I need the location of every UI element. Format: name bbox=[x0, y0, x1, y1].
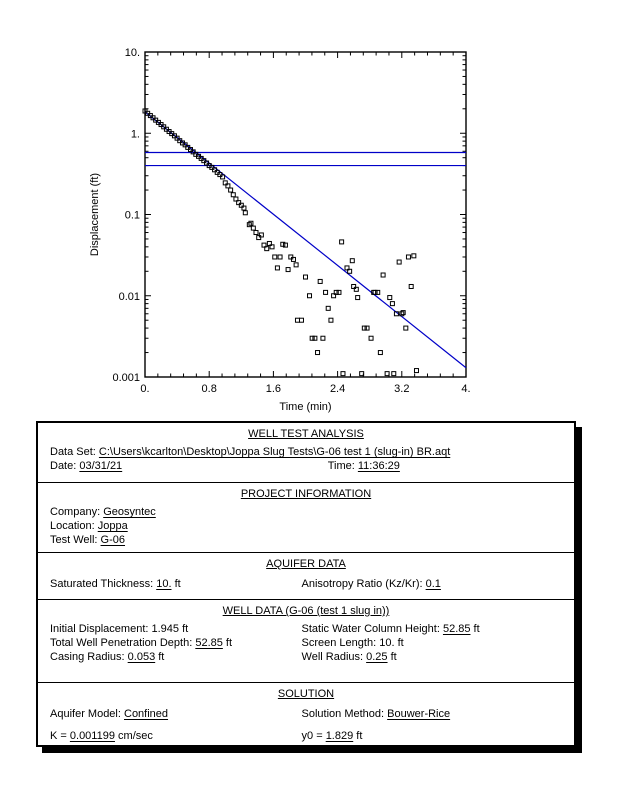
section-title: AQUIFER DATA bbox=[266, 558, 346, 570]
saturated-thickness-value: 10. bbox=[156, 578, 172, 590]
well-radius-unit: ft bbox=[390, 651, 397, 663]
data-set-value: C:\Users\kcarlton\Desktop\Joppa Slug Tes… bbox=[98, 446, 451, 458]
date-time-row: Date: 03/31/21 Time: 11:36:29 bbox=[50, 459, 574, 473]
penetration-depth-value: 52.85 bbox=[195, 637, 223, 649]
test-well-line: Test Well: G-06 bbox=[50, 533, 566, 547]
data-set-line: Data Set: C:\Users\kcarlton\Desktop\Jopp… bbox=[50, 445, 566, 459]
y0-label: y0 = bbox=[301, 730, 323, 742]
svg-text:3.2: 3.2 bbox=[394, 383, 409, 395]
initial-displacement-unit: ft bbox=[182, 623, 189, 635]
section-title: WELL DATA (G-06 (test 1 slug in)) bbox=[222, 605, 390, 617]
penetration-depth-label: Total Well Penetration Depth: bbox=[50, 637, 193, 649]
svg-text:10.: 10. bbox=[125, 47, 140, 59]
solution-method-value: Bouwer-Rice bbox=[387, 708, 451, 720]
time-value: 11:36:29 bbox=[357, 460, 400, 472]
svg-text:0.: 0. bbox=[140, 383, 149, 395]
svg-text:4.: 4. bbox=[461, 383, 470, 395]
aquifer-row: Saturated Thickness: 10. ft Anisotropy R… bbox=[50, 577, 574, 591]
screen-length-item: Screen Length: 10. ft bbox=[302, 636, 404, 650]
solution-row-1: Aquifer Model: Confined Solution Method:… bbox=[50, 707, 574, 721]
location-line: Location: Joppa bbox=[50, 519, 566, 533]
well-radius-label: Well Radius: bbox=[301, 651, 364, 663]
well-data-row-1: Initial Displacement: 1.945 ft Static Wa… bbox=[50, 622, 574, 636]
y0-value: 1.829 bbox=[325, 730, 354, 742]
anisotropy-value: 0.1 bbox=[425, 578, 441, 590]
screen-length-label: Screen Length: bbox=[301, 637, 377, 649]
aquifer-model-value: Confined bbox=[124, 708, 169, 720]
location-label: Location: bbox=[50, 520, 95, 532]
date-label: Date: bbox=[50, 460, 77, 472]
saturated-thickness-label: Saturated Thickness: bbox=[50, 578, 154, 590]
company-line: Company: Geosyntec bbox=[50, 505, 566, 519]
static-water-label: Static Water Column Height: bbox=[301, 623, 440, 635]
anisotropy-item: Anisotropy Ratio (Kz/Kr): 0.1 bbox=[302, 577, 441, 591]
section-well-test-analysis: WELL TEST ANALYSIS Data Set: C:\Users\kc… bbox=[38, 423, 574, 482]
displacement-time-chart: 0. 0.8 1.6 2.4 3.2 4. 10. 1. 0.1 0.01 0.001 Time (m… bbox=[89, 47, 471, 413]
static-water-unit: ft bbox=[473, 623, 480, 635]
svg-text:0.8: 0.8 bbox=[202, 383, 217, 395]
section-well-data: WELL DATA (G-06 (test 1 slug in)) Initia… bbox=[38, 599, 574, 682]
solution-row-2: K = 0.001199 cm/sec y0 = 1.829 ft bbox=[50, 729, 574, 743]
section-title: SOLUTION bbox=[277, 688, 335, 700]
y0-unit: ft bbox=[356, 730, 363, 742]
casing-radius-unit: ft bbox=[158, 651, 165, 663]
section-solution: SOLUTION Aquifer Model: Confined Solutio… bbox=[38, 682, 574, 744]
section-project-information: PROJECT INFORMATION Company: Geosyntec L… bbox=[38, 482, 574, 552]
k-value: 0.001199 bbox=[69, 730, 115, 742]
anisotropy-label: Anisotropy Ratio (Kz/Kr): bbox=[301, 578, 423, 590]
svg-text:Displacement (ft): Displacement (ft) bbox=[89, 173, 101, 256]
test-well-value: G-06 bbox=[100, 534, 126, 546]
well-data-row-3: Casing Radius: 0.053 ft Well Radius: 0.2… bbox=[50, 650, 574, 664]
y0-item: y0 = 1.829 ft bbox=[302, 729, 363, 743]
report-panel: WELL TEST ANALYSIS Data Set: C:\Users\kc… bbox=[36, 421, 576, 747]
company-label: Company: bbox=[50, 506, 101, 518]
svg-text:0.1: 0.1 bbox=[125, 210, 140, 222]
initial-displacement-label: Initial Displacement: bbox=[50, 623, 149, 635]
k-unit: cm/sec bbox=[118, 730, 153, 742]
date-value: 03/31/21 bbox=[79, 460, 123, 472]
k-label: K = bbox=[50, 730, 67, 742]
aquifer-model-label: Aquifer Model: bbox=[50, 708, 121, 720]
section-aquifer-data: AQUIFER DATA Saturated Thickness: 10. ft… bbox=[38, 552, 574, 599]
solution-method-item: Solution Method: Bouwer-Rice bbox=[302, 707, 451, 721]
section-title: PROJECT INFORMATION bbox=[240, 488, 372, 500]
well-radius-item: Well Radius: 0.25 ft bbox=[302, 650, 397, 664]
well-radius-value: 0.25 bbox=[366, 651, 388, 663]
test-well-label: Test Well: bbox=[50, 534, 98, 546]
casing-radius-label: Casing Radius: bbox=[50, 651, 125, 663]
svg-text:1.6: 1.6 bbox=[266, 383, 281, 395]
location-value: Joppa bbox=[97, 520, 128, 532]
svg-text:2.4: 2.4 bbox=[330, 383, 345, 395]
static-water-value: 52.85 bbox=[442, 623, 471, 635]
svg-text:0.01: 0.01 bbox=[119, 291, 140, 303]
casing-radius-value: 0.053 bbox=[127, 651, 156, 663]
svg-text:0.001: 0.001 bbox=[112, 372, 140, 384]
data-set-label: Data Set: bbox=[50, 446, 96, 458]
time-item: Time: 11:36:29 bbox=[328, 459, 400, 473]
chart-canvas: 0. 0.8 1.6 2.4 3.2 4. 10. 1. 0.1 0.01 0.001 Time (m… bbox=[89, 47, 471, 413]
initial-displacement-value: 1.945 bbox=[151, 623, 180, 635]
solution-method-label: Solution Method: bbox=[301, 708, 385, 720]
saturated-thickness-unit: ft bbox=[174, 578, 181, 590]
svg-text:Time (min): Time (min) bbox=[279, 401, 331, 413]
time-label: Time: bbox=[327, 460, 355, 472]
screen-length-unit: ft bbox=[397, 637, 404, 649]
section-title: WELL TEST ANALYSIS bbox=[248, 428, 364, 440]
well-data-row-2: Total Well Penetration Depth: 52.85 ft S… bbox=[50, 636, 574, 650]
company-value: Geosyntec bbox=[103, 506, 156, 518]
svg-text:1.: 1. bbox=[131, 128, 140, 140]
static-water-item: Static Water Column Height: 52.85 ft bbox=[302, 622, 480, 636]
screen-length-value: 10. bbox=[379, 637, 395, 649]
penetration-depth-unit: ft bbox=[225, 637, 233, 649]
